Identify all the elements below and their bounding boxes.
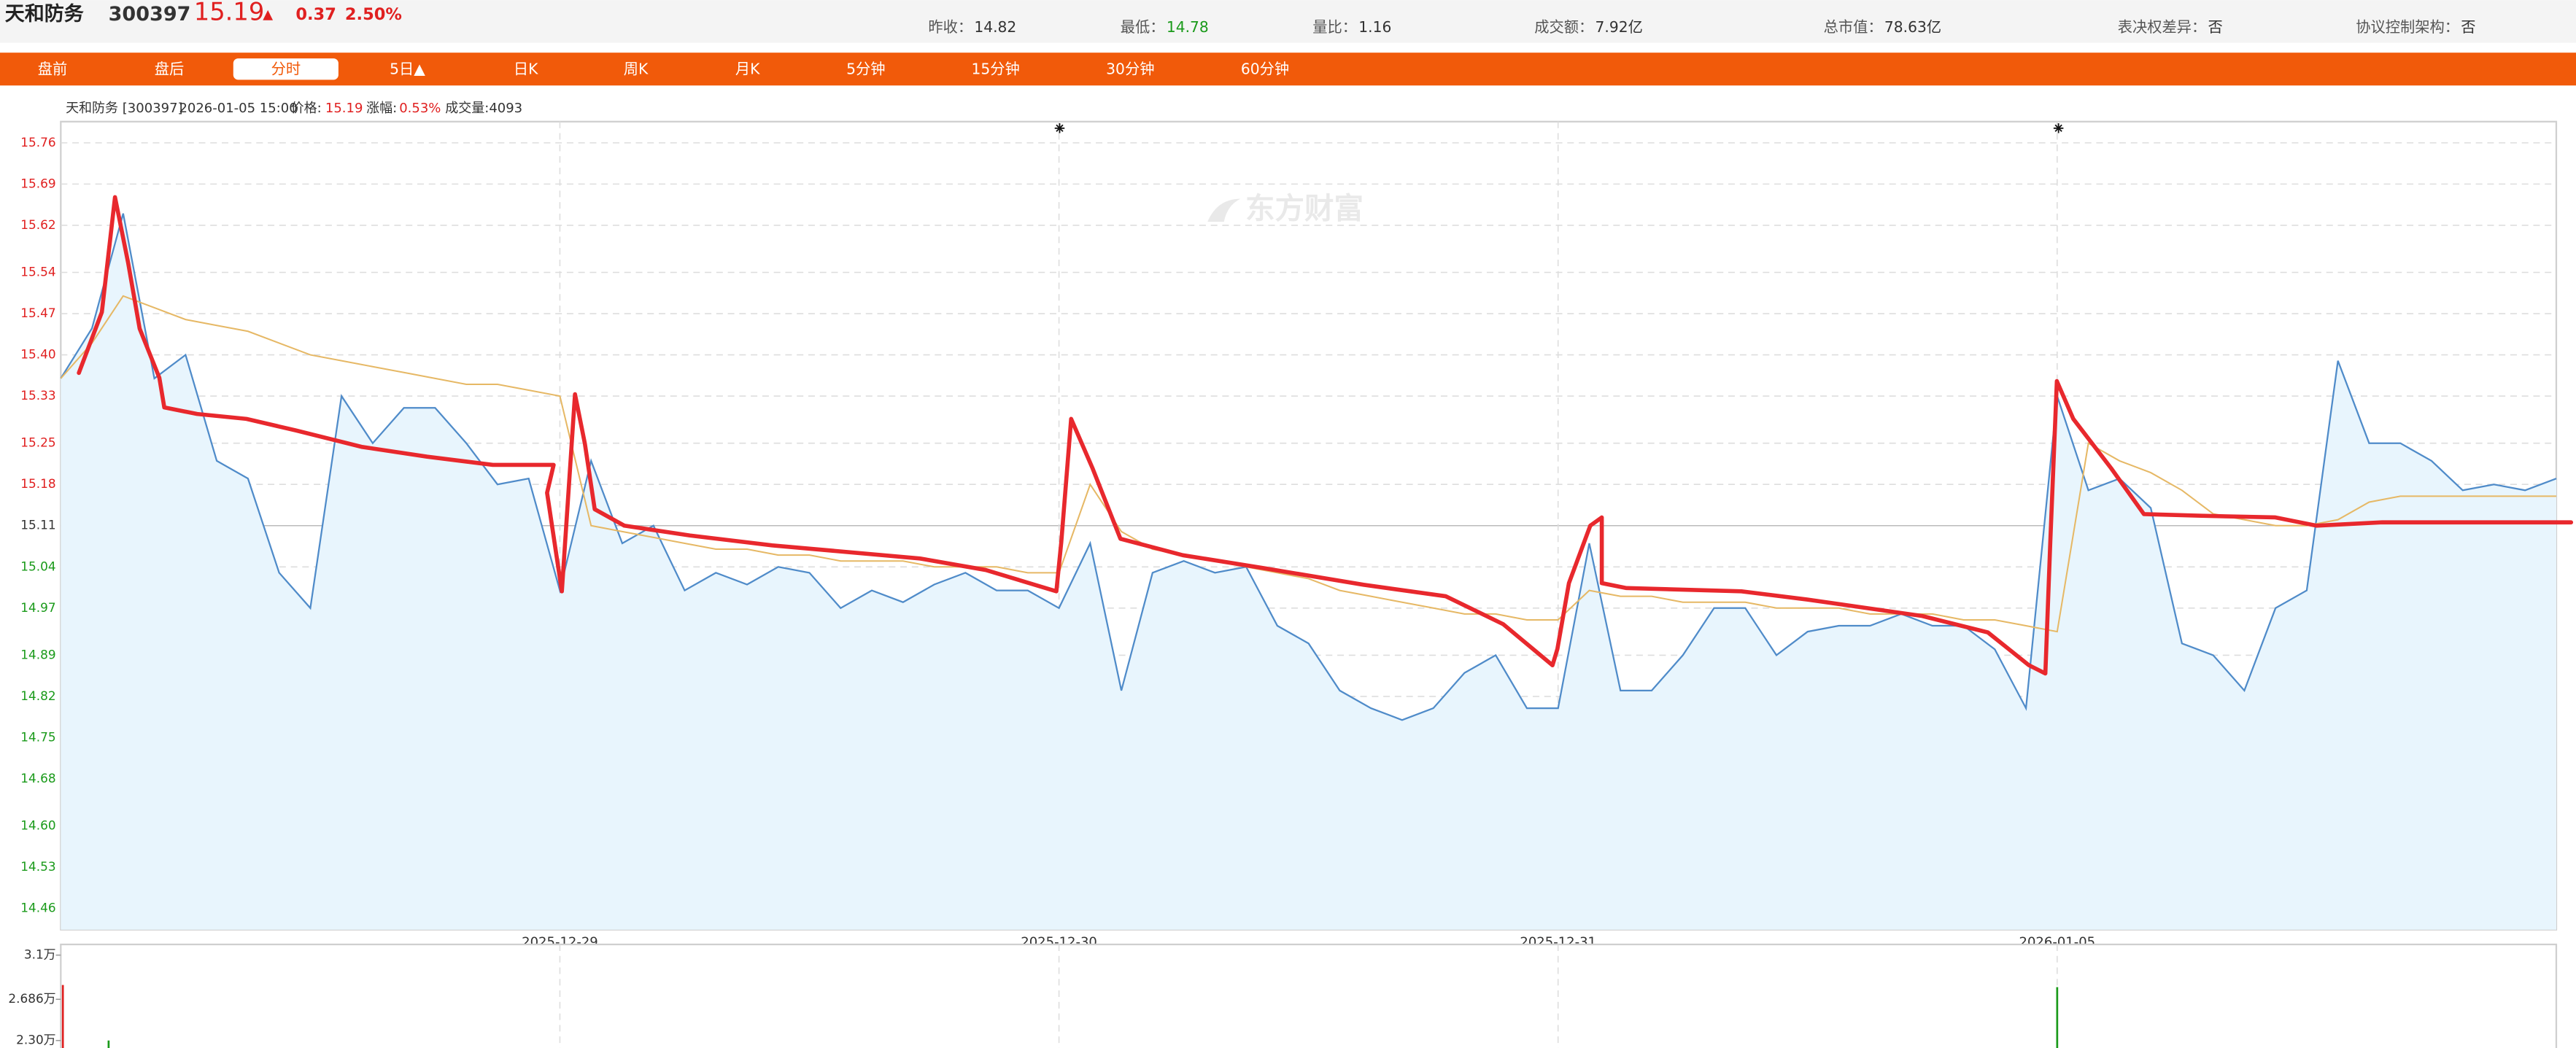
day-marker [1054, 123, 1065, 133]
tab[interactable]: 周K [624, 60, 649, 77]
info-line: 天和防务 [300397] 2026-01-05 15:00 价格: 15.19… [66, 101, 522, 116]
y-tick-label: 15.18 [20, 476, 55, 491]
average-line [60, 295, 2556, 633]
stat-label: 成交额： [1534, 18, 1593, 36]
stat-label: 量比： [1312, 18, 1357, 36]
price-chart: 15.76 15.69 15.62 15.54 15.47 15.40 15.33 15.25… [20, 121, 2557, 950]
tab[interactable]: 5分钟 [846, 60, 885, 77]
y-tick-label: 15.11 [20, 518, 55, 532]
y-tick-label: 14.75 [20, 729, 55, 744]
stat-value: 否 [2461, 18, 2475, 36]
volume-pane [60, 943, 2558, 1048]
tab[interactable]: 盘前 [38, 60, 68, 77]
day-marker [2053, 123, 2064, 133]
y-tick-label: 14.89 [20, 647, 55, 661]
y-tick-label: 15.40 [20, 347, 55, 362]
y-tick-label: 2.686万 [8, 991, 55, 1006]
stat-value: 14.82 [974, 18, 1016, 36]
tab[interactable]: 日K [514, 60, 538, 77]
info-volume: 成交量:4093 [445, 101, 522, 116]
y-tick-label: 15.69 [20, 176, 55, 190]
tab[interactable]: 30分钟 [1106, 60, 1154, 77]
volume-bar [61, 985, 64, 1048]
stat-label: 昨收： [928, 18, 972, 36]
y-tick-label: 15.47 [20, 306, 55, 320]
y-tick-label: 15.76 [20, 135, 55, 150]
y-tick-label: 15.25 [20, 435, 55, 450]
info-pct: 0.53% [399, 101, 441, 116]
watermark-text: 东方财富 [1245, 190, 1364, 225]
price-change-pct: 2.50% [345, 5, 402, 24]
price-line [60, 213, 2557, 721]
y-tick-label: 14.82 [20, 688, 55, 703]
stat-label: 总市值： [1824, 18, 1883, 36]
y-tick-label: 14.53 [20, 859, 55, 874]
tab[interactable]: 60分钟 [1241, 60, 1289, 77]
stat-label: 协议控制架构： [2356, 18, 2459, 36]
y-tick-label: 14.97 [20, 600, 55, 615]
volume-chart: 3.1万 2.686万 2.30万 [8, 944, 2059, 1048]
y-tick-label: 15.33 [20, 388, 55, 403]
y-tick-label: 14.60 [20, 818, 55, 833]
stat-label: 表决权差异： [2118, 18, 2207, 36]
hand-annotation [77, 195, 2574, 676]
stat-value: 14.78 [1167, 18, 1209, 36]
stats-row: 昨收： 14.82 最低： 14.78 量比： 1.16 成交额： 7.92亿 总市值： 78.6… [928, 18, 2475, 36]
tab[interactable]: 盘后 [155, 60, 185, 77]
tab[interactable]: 5日▲ [390, 60, 425, 77]
price-area [61, 213, 2556, 930]
tab-bar [0, 53, 2576, 86]
info-price-label: 价格: [291, 101, 322, 116]
stat-value: 78.63亿 [1884, 18, 1941, 36]
stat-value: 否 [2208, 18, 2222, 36]
tab-selected-bg [233, 58, 339, 80]
info-name: 天和防务 [300397] [66, 101, 182, 116]
info-pct-label: 涨幅: [366, 101, 397, 116]
y-tick-label: 15.04 [20, 559, 55, 573]
header-bar [0, 0, 2576, 43]
tabs: 盘前 盘后 分时 5日▲ 日K 周K 月K 5分钟 15分钟 30分钟 60分钟 [38, 58, 1289, 80]
stock-code: 300397 [109, 3, 191, 26]
stat-value: 1.16 [1358, 18, 1391, 36]
info-price: 15.19 [325, 101, 363, 116]
tab[interactable]: 15分钟 [972, 60, 1020, 77]
stock-name: 天和防务 [5, 3, 84, 26]
stock-price: 15.19 [194, 0, 265, 26]
y-tick-label: 14.46 [20, 901, 55, 915]
watermark-icon [1207, 198, 1241, 222]
price-arrow: ▲ [263, 7, 273, 22]
tab[interactable]: 月K [735, 60, 760, 77]
day-markers [1054, 123, 2064, 133]
stat-label: 最低： [1121, 18, 1165, 36]
y-tick-label: 15.62 [20, 217, 55, 232]
stat-value: 7.92亿 [1596, 18, 1643, 36]
y-tick-label: 15.54 [20, 265, 55, 279]
watermark: 东方财富 [1207, 190, 1364, 225]
volume-bar [2056, 987, 2059, 1048]
y-tick-label: 14.68 [20, 771, 55, 785]
price-change: 0.37 [295, 5, 336, 24]
y-tick-label: 2.30万 [16, 1033, 55, 1047]
info-time: 2026-01-05 15:00 [179, 101, 297, 116]
volume-bar [107, 1040, 110, 1048]
tab[interactable]: 分时 [271, 60, 301, 77]
y-tick-label: 3.1万 [24, 947, 56, 962]
